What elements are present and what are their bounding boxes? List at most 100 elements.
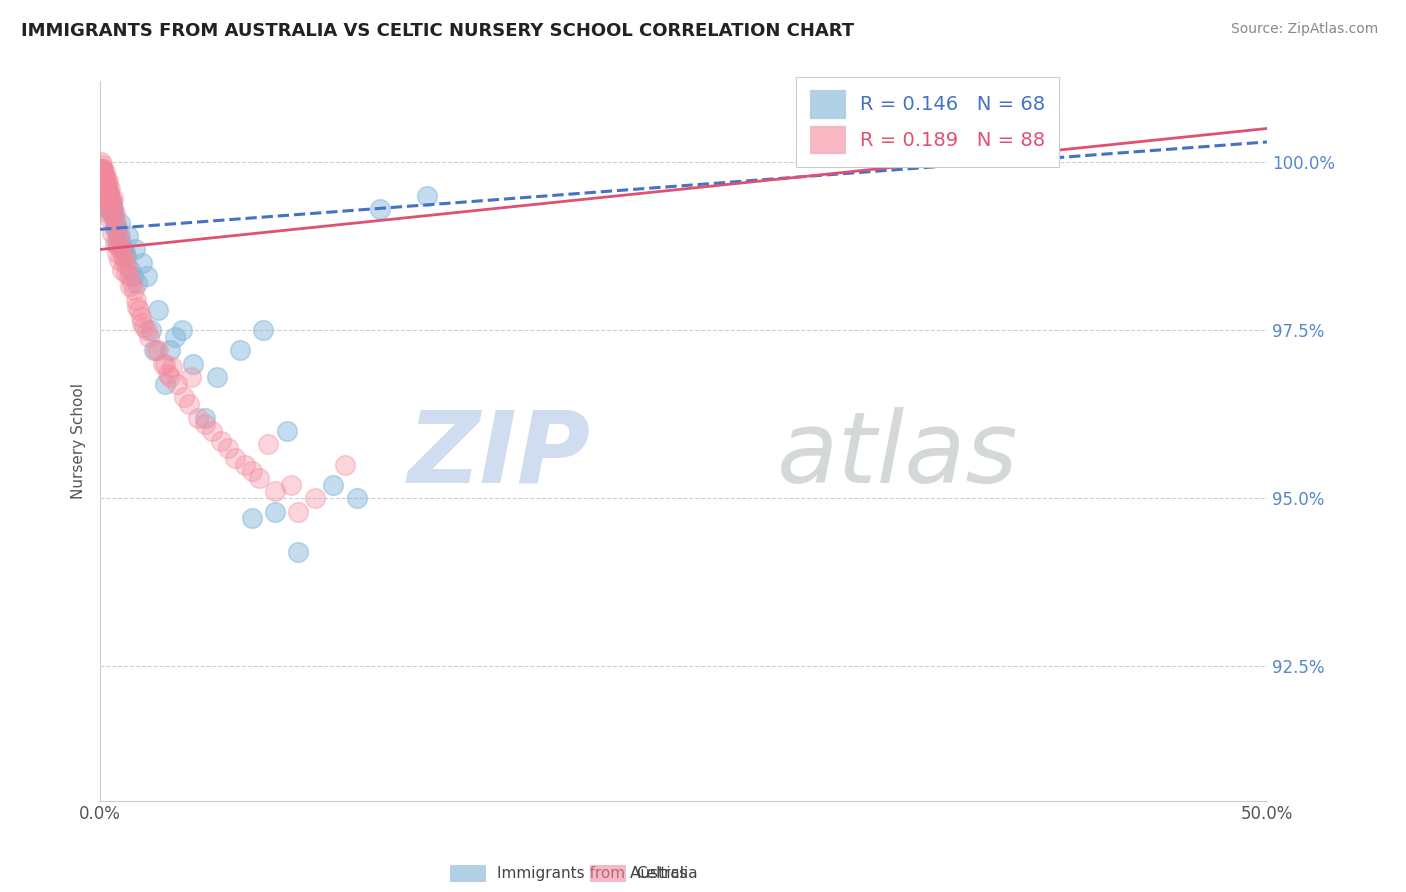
Point <box>98 182 121 196</box>
Point <box>122 283 145 297</box>
Point <box>166 376 188 391</box>
Point <box>177 397 200 411</box>
Point <box>257 437 280 451</box>
Point <box>115 260 138 274</box>
Point <box>91 161 114 176</box>
Point <box>159 370 181 384</box>
Point <box>103 192 125 206</box>
Point <box>264 484 287 499</box>
Point <box>112 243 135 257</box>
Point <box>131 317 153 331</box>
Point <box>110 229 132 244</box>
Point <box>94 186 117 200</box>
Point <box>100 192 122 206</box>
Point <box>101 202 124 216</box>
Point <box>104 222 127 236</box>
Point <box>91 165 114 179</box>
Point <box>94 182 117 196</box>
Point <box>159 343 181 358</box>
Point <box>233 458 256 472</box>
Point <box>229 343 252 358</box>
Point <box>94 192 117 206</box>
Point <box>155 357 177 371</box>
Point <box>180 370 202 384</box>
Point <box>322 477 344 491</box>
Point <box>98 195 121 210</box>
Point <box>97 202 120 216</box>
Point <box>91 175 114 189</box>
Point <box>96 188 118 202</box>
Point <box>155 376 177 391</box>
Point <box>105 222 128 236</box>
Point <box>117 229 139 244</box>
Point <box>114 245 136 260</box>
Point <box>98 212 121 227</box>
Point <box>287 505 309 519</box>
Point <box>134 319 156 334</box>
Point <box>114 256 136 270</box>
Point <box>148 343 170 358</box>
Point <box>107 229 129 244</box>
Point <box>97 188 120 202</box>
Point <box>96 178 118 193</box>
Text: ZIP: ZIP <box>408 407 591 504</box>
Point <box>173 390 195 404</box>
Point <box>135 269 157 284</box>
Point <box>152 357 174 371</box>
Point <box>120 262 142 277</box>
Point <box>101 226 124 240</box>
Point <box>98 195 121 210</box>
Point <box>98 202 121 216</box>
Point <box>90 155 112 169</box>
Point <box>224 450 246 465</box>
Point <box>97 205 120 219</box>
Point <box>183 357 205 371</box>
Point <box>416 188 439 202</box>
Point <box>100 195 122 210</box>
Point <box>101 209 124 223</box>
Point <box>110 243 132 257</box>
Point <box>194 417 217 432</box>
Text: atlas: atlas <box>778 407 1018 504</box>
Point <box>90 161 112 176</box>
Y-axis label: Nursery School: Nursery School <box>72 383 86 499</box>
Point <box>304 491 326 505</box>
Point <box>135 323 157 337</box>
Point <box>94 165 117 179</box>
Point <box>131 256 153 270</box>
Point <box>287 545 309 559</box>
Point <box>108 239 131 253</box>
Point <box>264 505 287 519</box>
Point <box>156 367 179 381</box>
Point <box>104 205 127 219</box>
Point <box>108 216 131 230</box>
Point <box>96 199 118 213</box>
Point <box>114 249 136 263</box>
Point <box>93 169 115 183</box>
Point <box>93 169 115 183</box>
Point <box>201 424 224 438</box>
Point <box>93 186 115 200</box>
Point <box>90 165 112 179</box>
Point <box>104 235 127 250</box>
Point <box>103 209 125 223</box>
Point <box>104 216 127 230</box>
Point <box>94 175 117 189</box>
Point <box>121 269 143 284</box>
Point <box>105 235 128 250</box>
Point <box>104 216 127 230</box>
Point <box>96 188 118 202</box>
Point <box>91 161 114 176</box>
Point <box>276 424 298 438</box>
Point <box>93 172 115 186</box>
Point <box>205 370 228 384</box>
Point <box>107 239 129 253</box>
Point <box>96 192 118 206</box>
Point <box>96 172 118 186</box>
Point <box>98 188 121 202</box>
Point <box>93 172 115 186</box>
Point <box>90 169 112 183</box>
Point <box>142 343 165 358</box>
Point <box>127 300 149 314</box>
Text: Source: ZipAtlas.com: Source: ZipAtlas.com <box>1230 22 1378 37</box>
